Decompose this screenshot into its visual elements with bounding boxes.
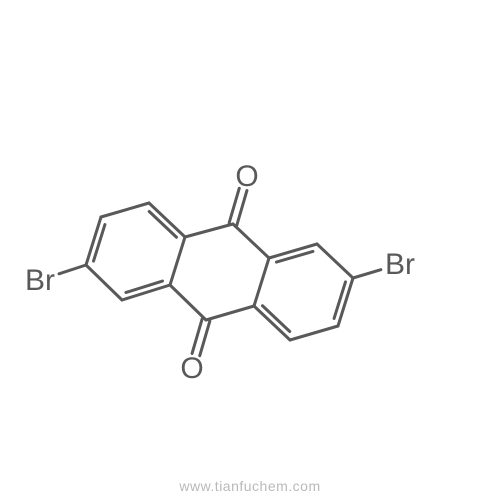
molecule-svg: O O Br Br — [0, 0, 500, 500]
atom-label-o: O — [235, 160, 258, 193]
diagram-canvas: O O Br Br www.tianfuchem.com — [0, 0, 500, 500]
watermark-text: www.tianfuchem.com — [0, 478, 500, 494]
atom-label-o: O — [180, 352, 203, 385]
atom-label-br: Br — [385, 248, 415, 281]
atom-label-br: Br — [25, 264, 55, 297]
